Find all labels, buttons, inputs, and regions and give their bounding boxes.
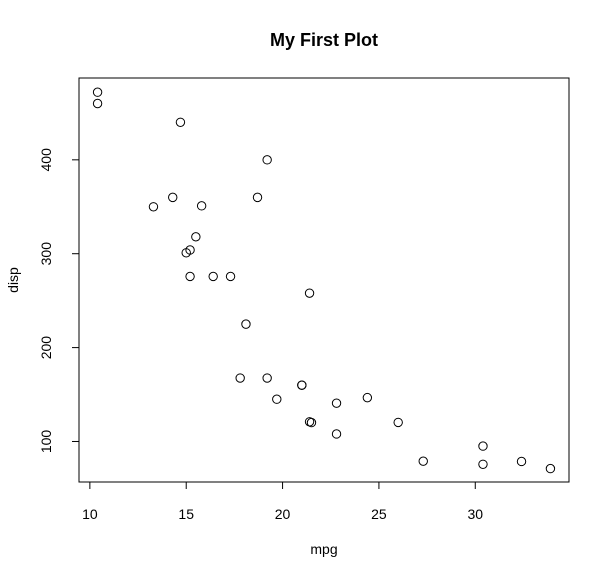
data-point — [168, 192, 178, 203]
data-point — [331, 398, 342, 408]
x-tick-label: 30 — [467, 506, 483, 522]
y-tick-label: 100 — [38, 430, 54, 454]
x-tick-label: 25 — [371, 506, 387, 522]
data-point — [185, 271, 195, 282]
x-axis-label: mpg — [310, 541, 337, 557]
chart-title: My First Plot — [270, 30, 378, 50]
data-points — [92, 87, 556, 474]
data-point — [516, 456, 527, 467]
data-point — [92, 98, 103, 109]
data-point — [262, 155, 272, 165]
data-point — [92, 87, 103, 97]
data-point — [304, 417, 315, 427]
data-point — [196, 201, 207, 211]
y-tick-label: 300 — [38, 242, 54, 266]
data-point — [304, 288, 315, 298]
plot-frame — [78, 77, 570, 483]
data-point — [272, 394, 282, 404]
y-tick-label: 400 — [38, 148, 54, 172]
data-point — [262, 373, 272, 383]
data-point — [297, 380, 307, 390]
data-point — [241, 319, 251, 329]
data-point — [235, 373, 245, 383]
y-axis-label: disp — [5, 267, 21, 293]
data-point — [191, 232, 201, 242]
x-axis: 10 15 20 25 30 — [82, 481, 483, 522]
data-point — [418, 456, 428, 466]
data-point — [252, 192, 263, 203]
data-point — [478, 441, 488, 451]
data-point — [478, 459, 488, 469]
x-tick-label: 10 — [82, 506, 98, 522]
data-point — [331, 429, 342, 439]
data-point — [175, 117, 186, 127]
data-point — [148, 202, 159, 212]
data-point — [362, 392, 373, 403]
data-point — [208, 271, 218, 282]
x-tick-label: 15 — [178, 506, 194, 522]
data-point — [181, 248, 191, 258]
y-tick-label: 200 — [38, 336, 54, 360]
x-tick-label: 20 — [275, 506, 291, 522]
data-point — [225, 271, 236, 282]
data-point — [393, 417, 403, 428]
y-axis: 100 200 300 400 — [38, 148, 80, 454]
data-point — [545, 463, 556, 474]
